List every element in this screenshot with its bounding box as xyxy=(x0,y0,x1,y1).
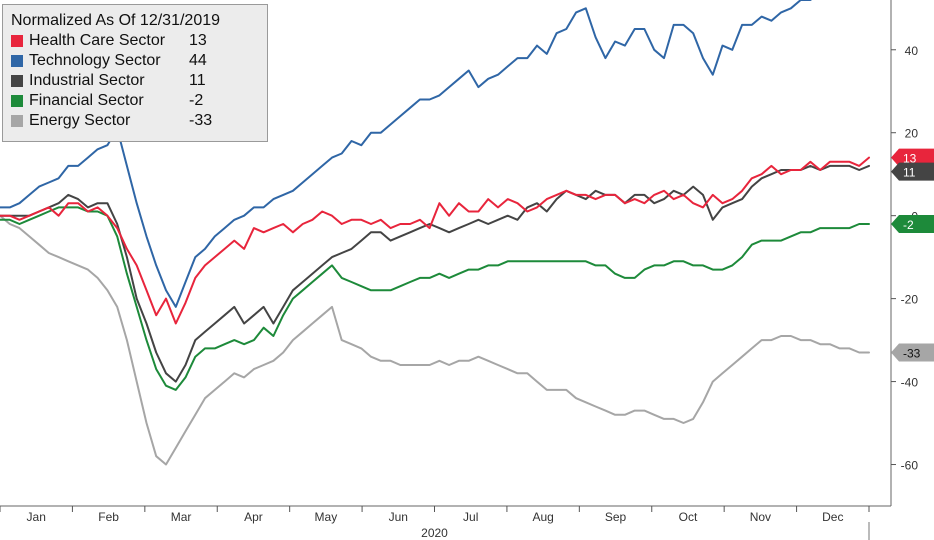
y-axis: 40200-20-40-60 xyxy=(891,44,918,473)
legend-value: 13 xyxy=(189,32,207,49)
series-line-energy-sector xyxy=(0,214,870,466)
legend: Normalized As Of 12/31/2019 Health Care … xyxy=(2,4,268,142)
series-line-industrial-sector xyxy=(0,164,870,383)
y-tick-label: 20 xyxy=(905,127,919,141)
financial-swatch xyxy=(11,95,23,107)
legend-value: -2 xyxy=(189,92,204,109)
badge-financial-sector xyxy=(891,214,934,233)
last-value-badges: 441311-2-33 xyxy=(891,148,934,362)
badge-health-care-sector xyxy=(891,148,934,167)
badge-label: -33 xyxy=(903,347,921,361)
y-tick-label: -40 xyxy=(901,376,919,390)
legend-value: 44 xyxy=(189,52,207,69)
chart-title: Normalized As Of 12/31/2019 xyxy=(11,12,221,29)
series-line-technology-sector xyxy=(0,0,812,308)
y-tick-label: -20 xyxy=(901,293,919,307)
x-tick-label: May xyxy=(315,510,338,524)
y-tick-label: 40 xyxy=(905,44,919,58)
legend-label: Technology Sector xyxy=(29,52,161,69)
x-axis: Jan Feb Mar Apr May Jun Jul Aug Sep Oct Nov Dec 2020 xyxy=(0,506,870,540)
technology-swatch xyxy=(11,55,23,67)
x-tick-label: Sep xyxy=(605,510,627,524)
legend-label: Health Care Sector xyxy=(29,32,166,49)
series-line-financial-sector xyxy=(0,206,870,391)
series-line-health-care-sector xyxy=(0,156,870,325)
legend-value: 11 xyxy=(189,72,206,89)
legend-item-technology: Technology Sector 44 xyxy=(11,51,259,71)
legend-label: Industrial Sector xyxy=(29,72,145,89)
x-tick-label: Mar xyxy=(171,510,192,524)
y-tick-label: -60 xyxy=(901,459,919,473)
industrial-swatch xyxy=(11,75,23,87)
x-tick-label: Jul xyxy=(463,510,478,524)
legend-label: Financial Sector xyxy=(29,92,144,109)
legend-label: Energy Sector xyxy=(29,112,131,129)
legend-value: -33 xyxy=(189,112,213,129)
x-tick-label: Oct xyxy=(679,510,698,524)
badge-industrial-sector xyxy=(891,162,934,181)
badge-label: 13 xyxy=(903,152,917,166)
x-tick-label: Aug xyxy=(532,510,553,524)
x-tick-label: Apr xyxy=(244,510,263,524)
energy-swatch xyxy=(11,115,23,127)
badge-label: 11 xyxy=(903,166,916,180)
x-tick-label: Nov xyxy=(750,510,771,524)
x-tick-label: Jun xyxy=(389,510,408,524)
badge-energy-sector xyxy=(891,343,934,362)
legend-item-financial: Financial Sector -2 xyxy=(11,91,259,111)
x-tick-label: Feb xyxy=(98,510,119,524)
badge-label: -2 xyxy=(903,218,914,232)
legend-item-industrial: Industrial Sector 11 xyxy=(11,71,259,91)
legend-item-energy: Energy Sector -33 xyxy=(11,111,259,131)
health-care-swatch xyxy=(11,35,23,47)
series-group xyxy=(0,0,870,466)
legend-item-health-care: Health Care Sector 13 xyxy=(11,31,259,51)
x-tick-label: Dec xyxy=(822,510,843,524)
x-year-label: 2020 xyxy=(421,526,448,540)
x-tick-label: Jan xyxy=(27,510,46,524)
